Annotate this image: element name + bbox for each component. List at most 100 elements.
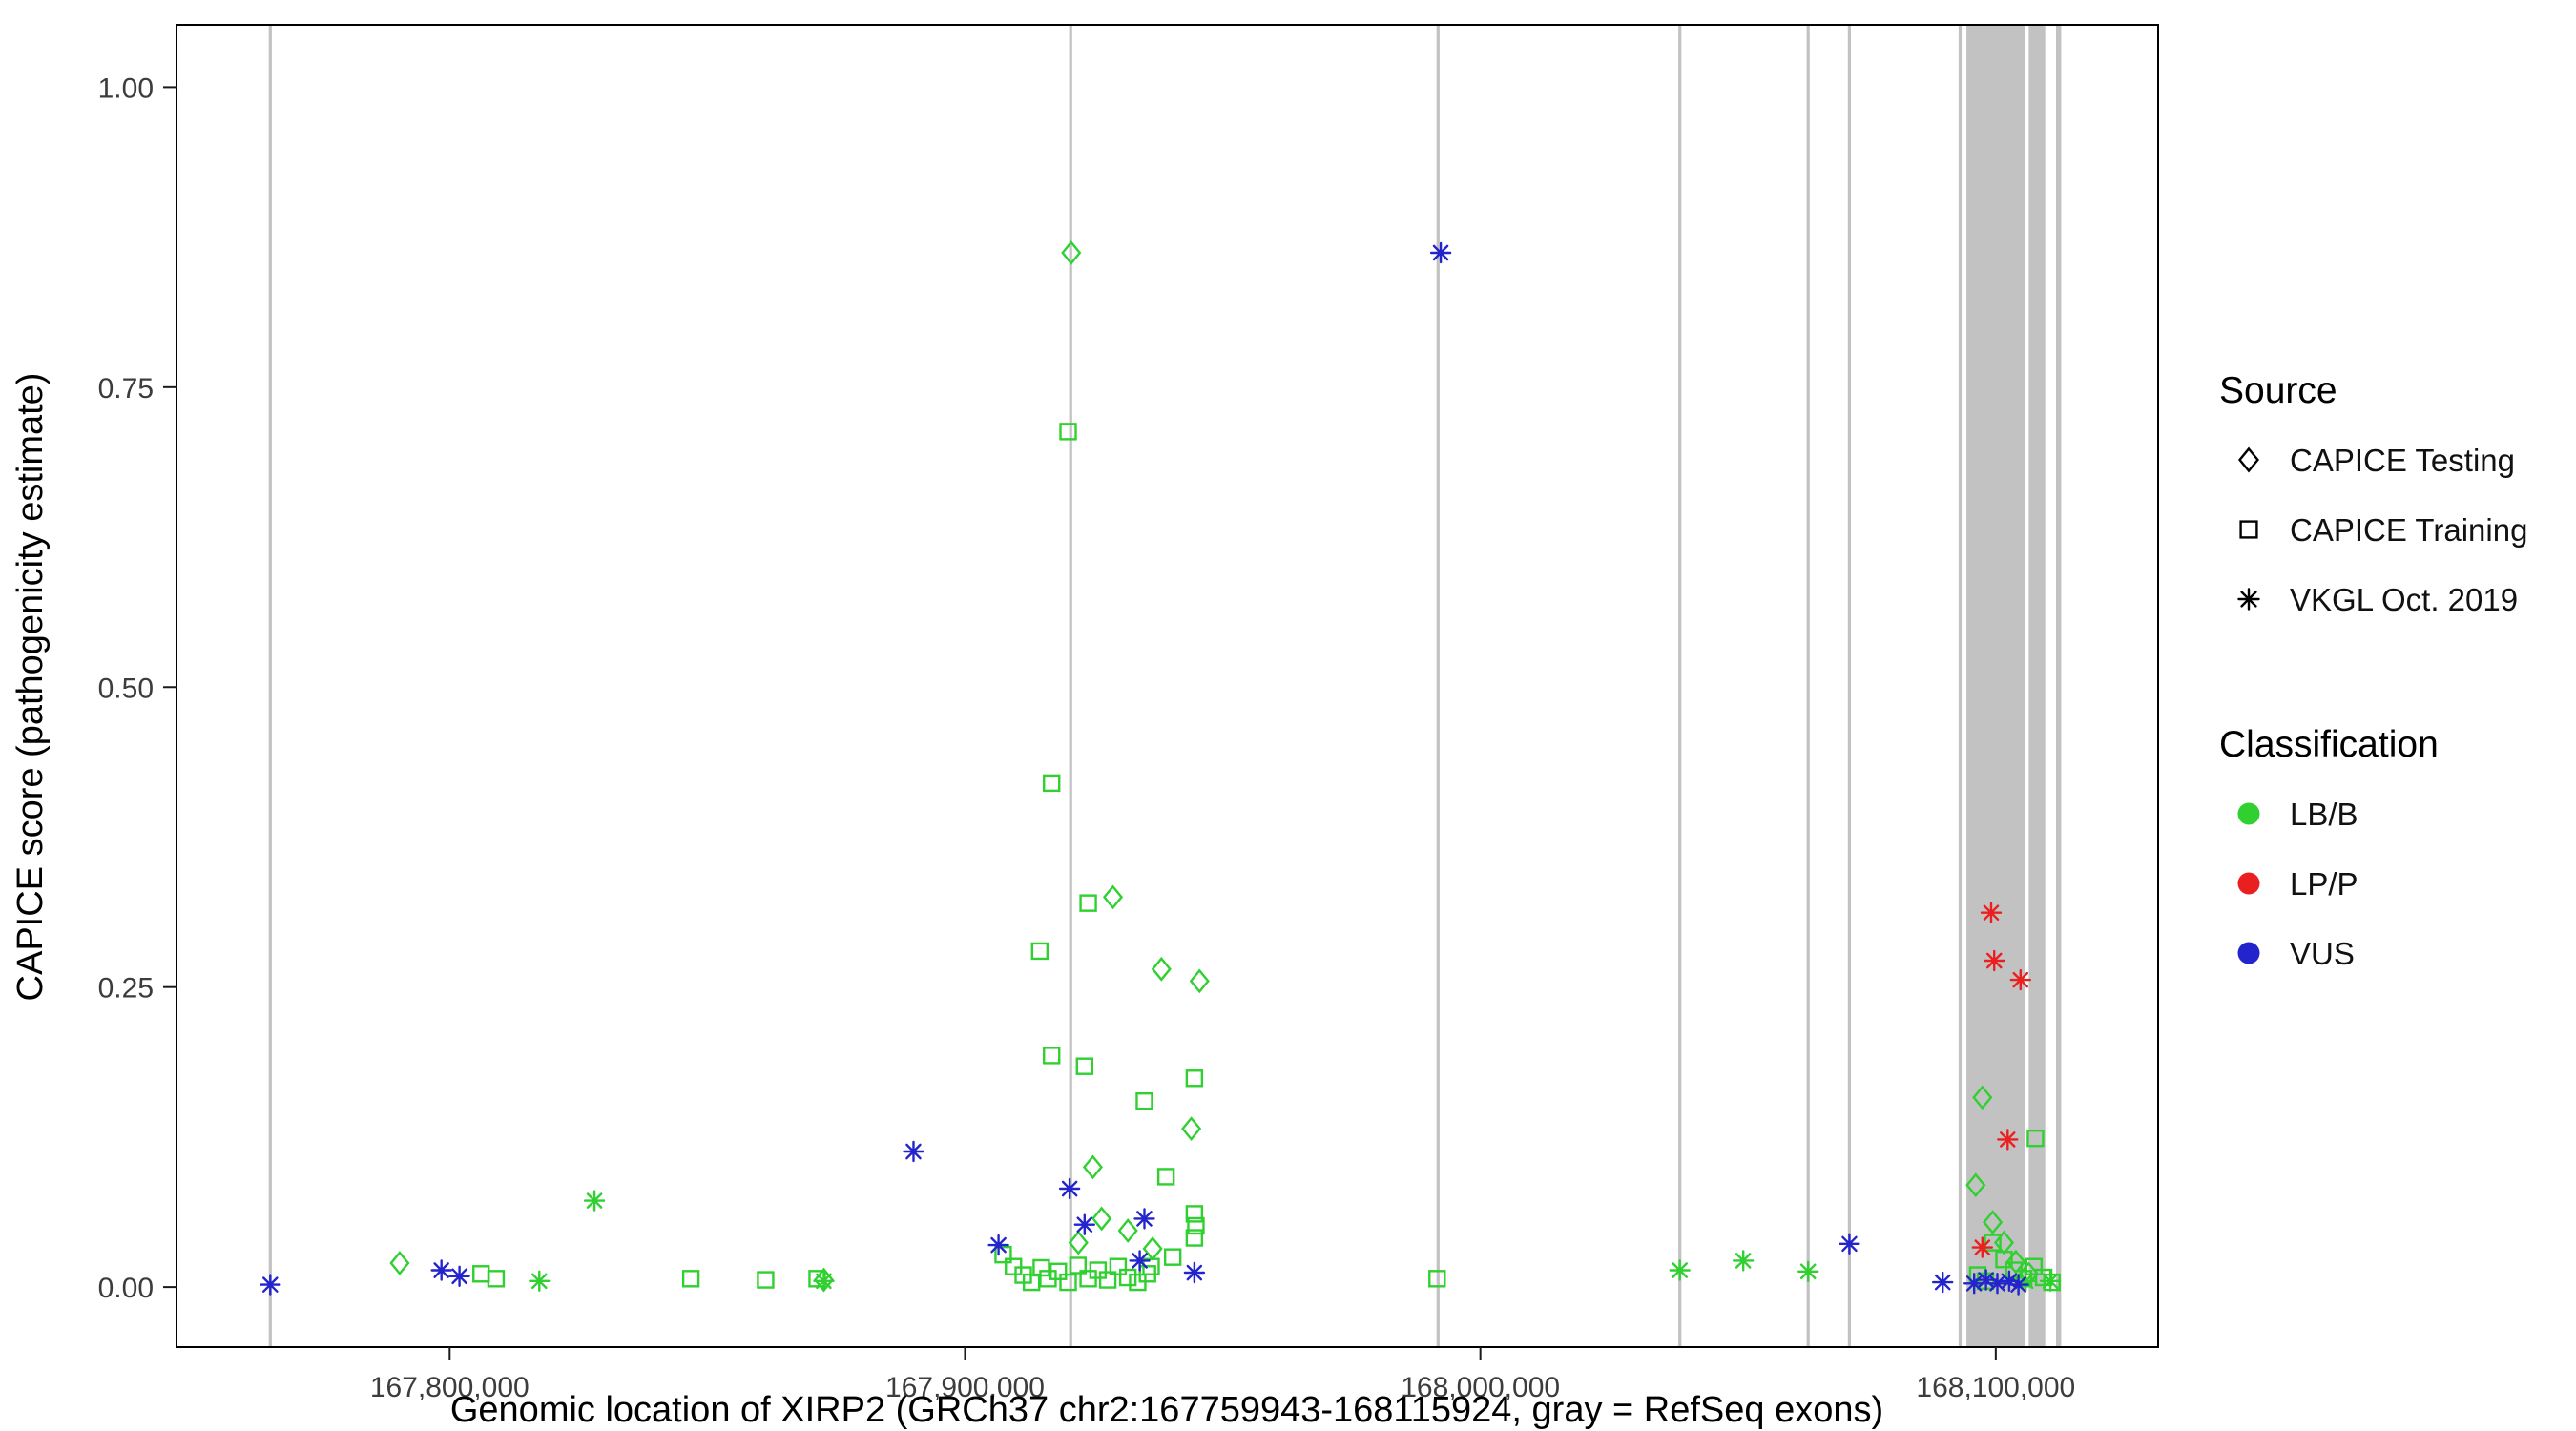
marker-diamond	[1189, 968, 1210, 994]
refseq-exon	[1966, 25, 2025, 1347]
marker-asterisk	[1997, 1129, 2019, 1151]
legend-item-label: CAPICE Training	[2290, 512, 2527, 548]
marker-asterisk	[2237, 588, 2260, 611]
marker-asterisk	[813, 1270, 835, 1292]
marker-asterisk	[1129, 1250, 1151, 1272]
marker-square	[1109, 1257, 1128, 1275]
y-tick-label: 0.25	[98, 973, 154, 1005]
legend-source-title: Source	[2219, 370, 2337, 411]
marker-square	[1138, 1265, 1156, 1283]
x-axis-title: Genomic location of XIRP2 (GRCh37 chr2:1…	[450, 1390, 1883, 1430]
marker-asterisk	[1963, 1273, 1985, 1295]
marker-diamond	[1091, 1206, 1112, 1232]
marker-square	[757, 1271, 775, 1289]
legend-item-label: VUS	[2290, 936, 2355, 971]
marker-square	[1059, 1273, 1077, 1292]
legend-item-vkgl: VKGL Oct. 2019	[2237, 582, 2518, 617]
square-icon	[2239, 520, 2258, 539]
y-tick-label: 1.00	[98, 73, 154, 104]
marker-square	[994, 1245, 1012, 1264]
marker-asterisk	[583, 1190, 606, 1212]
plot-panel-border	[176, 24, 2159, 1348]
refseq-exon-bands	[268, 25, 2062, 1347]
marker-asterisk	[1980, 902, 2003, 923]
legend: Source CAPICE Testing CAPICE Training VK…	[2219, 370, 2527, 971]
legend-item-lpp: LP/P	[2237, 866, 2358, 902]
marker-square	[1428, 1270, 1446, 1288]
diamond-icon	[2237, 446, 2260, 473]
marker-square	[1995, 1250, 2013, 1269]
refseq-exon	[2028, 25, 2046, 1347]
marker-asterisk	[1058, 1177, 1081, 1200]
marker-square	[1043, 1047, 1061, 1065]
marker-square	[1984, 1234, 2002, 1252]
marker-diamond	[2237, 446, 2260, 473]
marker-square	[681, 1270, 700, 1288]
y-tick-label: 0.75	[98, 373, 154, 404]
marker-diamond	[1181, 1116, 1202, 1141]
refseq-exon	[1847, 25, 1851, 1347]
refseq-exon	[1678, 25, 1682, 1347]
refseq-exon	[1436, 25, 1440, 1347]
x-tick-label: 167,900,000	[885, 1372, 1045, 1403]
marker-asterisk	[1733, 1250, 1755, 1272]
vus-color-dot	[2237, 942, 2260, 964]
marker-square	[1089, 1261, 1108, 1279]
refseq-exon	[1958, 25, 1963, 1347]
marker-square	[1185, 1069, 1204, 1088]
marker-square	[1059, 423, 1077, 441]
marker-asterisk	[1984, 949, 2005, 972]
y-axis-title: CAPICE score (pathogenicity estimate)	[10, 373, 51, 1002]
marker-asterisk	[1971, 1236, 1993, 1258]
marker-diamond	[1082, 1154, 1104, 1180]
marker-asterisk	[987, 1234, 1009, 1256]
marker-diamond	[1965, 1172, 1986, 1198]
marker-square	[1185, 1205, 1204, 1223]
refseq-exon	[1806, 25, 1810, 1347]
marker-square	[1098, 1271, 1117, 1289]
marker-diamond	[1983, 1210, 2004, 1235]
y-tick-label: 0.00	[98, 1273, 154, 1304]
marker-square	[1075, 1057, 1094, 1075]
marker-square	[1079, 894, 1097, 912]
marker-asterisk	[1797, 1260, 1819, 1282]
marker-asterisk	[448, 1265, 470, 1287]
marker-asterisk	[430, 1259, 452, 1281]
refseq-exon	[2056, 25, 2062, 1347]
lbb-color-dot	[2237, 802, 2260, 825]
marker-square	[1069, 1256, 1087, 1275]
refseq-exon	[1069, 25, 1072, 1347]
legend-item-capice-training: CAPICE Training	[2239, 512, 2527, 548]
marker-square	[1187, 1216, 1205, 1235]
marker-asterisk	[529, 1270, 551, 1292]
marker-square	[2043, 1273, 2061, 1292]
marker-diamond	[1972, 1085, 1993, 1110]
legend-item-lbb: LB/B	[2237, 797, 2358, 832]
x-tick-label: 167,800,000	[370, 1372, 530, 1403]
legend-item-label: VKGL Oct. 2019	[2290, 582, 2518, 617]
marker-asterisk	[1669, 1259, 1691, 1281]
marker-square	[2026, 1129, 2045, 1148]
marker-diamond	[1993, 1230, 2015, 1255]
marker-square	[2025, 1257, 2044, 1275]
marker-asterisk	[1183, 1261, 1206, 1284]
refseq-exon	[268, 25, 272, 1347]
marker-asterisk	[1839, 1233, 1860, 1255]
marker-diamond	[1061, 240, 1082, 265]
legend-item-capice-testing: CAPICE Testing	[2237, 443, 2515, 478]
marker-square	[1156, 1168, 1175, 1186]
x-tick-label: 168,100,000	[1916, 1372, 2075, 1403]
marker-asterisk	[2007, 1274, 2029, 1296]
marker-square	[487, 1270, 506, 1288]
marker-square	[1185, 1229, 1204, 1247]
marker-square	[1049, 1262, 1068, 1280]
y-tick-label: 0.50	[98, 673, 154, 704]
marker-asterisk	[1073, 1213, 1095, 1235]
marker-square	[2239, 520, 2258, 539]
legend-item-label: CAPICE Testing	[2290, 443, 2515, 478]
marker-square	[1118, 1268, 1137, 1287]
legend-classification-title: Classification	[2219, 724, 2439, 765]
marker-asterisk	[1986, 1273, 2008, 1295]
